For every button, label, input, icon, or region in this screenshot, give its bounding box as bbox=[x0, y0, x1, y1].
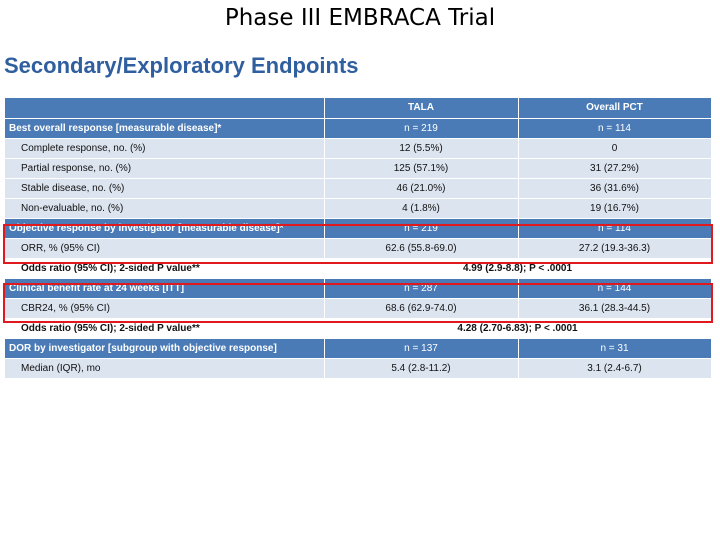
header-cell-tala: TALA bbox=[324, 98, 519, 119]
section-label: Objective response by investigator [meas… bbox=[5, 218, 325, 239]
table-row: Complete response, no. (%) 12 (5.5%) 0 bbox=[5, 138, 712, 159]
row-pct-value: 36.1 (28.3-44.5) bbox=[518, 298, 712, 319]
row-label: Complete response, no. (%) bbox=[5, 138, 325, 159]
table-row: Partial response, no. (%) 125 (57.1%) 31… bbox=[5, 158, 712, 179]
odds-ratio-row: Odds ratio (95% CI); 2-sided P value** 4… bbox=[5, 258, 712, 279]
odds-ratio-row: Odds ratio (95% CI); 2-sided P value** 4… bbox=[5, 318, 712, 339]
section-label: DOR by investigator [subgroup with objec… bbox=[5, 338, 325, 359]
endpoints-table-container: TALA Overall PCT Best overall response [… bbox=[5, 98, 712, 379]
row-pct-value: 27.2 (19.3-36.3) bbox=[518, 238, 712, 259]
endpoints-table: TALA Overall PCT Best overall response [… bbox=[5, 98, 712, 379]
row-pct-value: 36 (31.6%) bbox=[518, 178, 712, 199]
odds-ratio-value: 4.99 (2.9-8.8); P < .0001 bbox=[324, 258, 712, 279]
section-tala-n: n = 219 bbox=[324, 118, 519, 139]
row-label: Median (IQR), mo bbox=[5, 358, 325, 379]
section-row-dor: DOR by investigator [subgroup with objec… bbox=[5, 338, 712, 359]
table-row: ORR, % (95% CI) 62.6 (55.8-69.0) 27.2 (1… bbox=[5, 238, 712, 259]
section-pct-n: n = 31 bbox=[518, 338, 712, 359]
row-tala-value: 62.6 (55.8-69.0) bbox=[324, 238, 519, 259]
section-tala-n: n = 287 bbox=[324, 278, 519, 299]
row-pct-value: 3.1 (2.4-6.7) bbox=[518, 358, 712, 379]
row-label: CBR24, % (95% CI) bbox=[5, 298, 325, 319]
section-label: Clinical benefit rate at 24 weeks [ITT] bbox=[5, 278, 325, 299]
section-pct-n: n = 144 bbox=[518, 278, 712, 299]
odds-ratio-label: Odds ratio (95% CI); 2-sided P value** bbox=[5, 258, 325, 279]
header-cell-pct: Overall PCT bbox=[518, 98, 712, 119]
row-tala-value: 68.6 (62.9-74.0) bbox=[324, 298, 519, 319]
section-row-best-overall: Best overall response [measurable diseas… bbox=[5, 118, 712, 139]
table-row: CBR24, % (95% CI) 68.6 (62.9-74.0) 36.1 … bbox=[5, 298, 712, 319]
row-tala-value: 125 (57.1%) bbox=[324, 158, 519, 179]
odds-ratio-value: 4.28 (2.70-6.83); P < .0001 bbox=[324, 318, 712, 339]
row-pct-value: 31 (27.2%) bbox=[518, 158, 712, 179]
section-pct-n: n = 114 bbox=[518, 118, 712, 139]
row-label: Stable disease, no. (%) bbox=[5, 178, 325, 199]
row-tala-value: 46 (21.0%) bbox=[324, 178, 519, 199]
row-tala-value: 12 (5.5%) bbox=[324, 138, 519, 159]
slide-title: Phase III EMBRACA Trial bbox=[224, 5, 496, 31]
row-pct-value: 0 bbox=[518, 138, 712, 159]
section-tala-n: n = 219 bbox=[324, 218, 519, 239]
section-row-objective-response: Objective response by investigator [meas… bbox=[5, 218, 712, 239]
row-label: Partial response, no. (%) bbox=[5, 158, 325, 179]
table-row: Median (IQR), mo 5.4 (2.8-11.2) 3.1 (2.4… bbox=[5, 358, 712, 379]
section-tala-n: n = 137 bbox=[324, 338, 519, 359]
table-row: Stable disease, no. (%) 46 (21.0%) 36 (3… bbox=[5, 178, 712, 199]
odds-ratio-label: Odds ratio (95% CI); 2-sided P value** bbox=[5, 318, 325, 339]
table-header-row: TALA Overall PCT bbox=[5, 98, 712, 119]
row-pct-value: 19 (16.7%) bbox=[518, 198, 712, 219]
table-row: Non-evaluable, no. (%) 4 (1.8%) 19 (16.7… bbox=[5, 198, 712, 219]
row-tala-value: 4 (1.8%) bbox=[324, 198, 519, 219]
section-row-clinical-benefit: Clinical benefit rate at 24 weeks [ITT] … bbox=[5, 278, 712, 299]
header-cell-empty bbox=[5, 98, 325, 119]
row-tala-value: 5.4 (2.8-11.2) bbox=[324, 358, 519, 379]
section-pct-n: n = 114 bbox=[518, 218, 712, 239]
section-label: Best overall response [measurable diseas… bbox=[5, 118, 325, 139]
section-subtitle: Secondary/Exploratory Endpoints bbox=[4, 53, 359, 78]
row-label: Non-evaluable, no. (%) bbox=[5, 198, 325, 219]
row-label: ORR, % (95% CI) bbox=[5, 238, 325, 259]
